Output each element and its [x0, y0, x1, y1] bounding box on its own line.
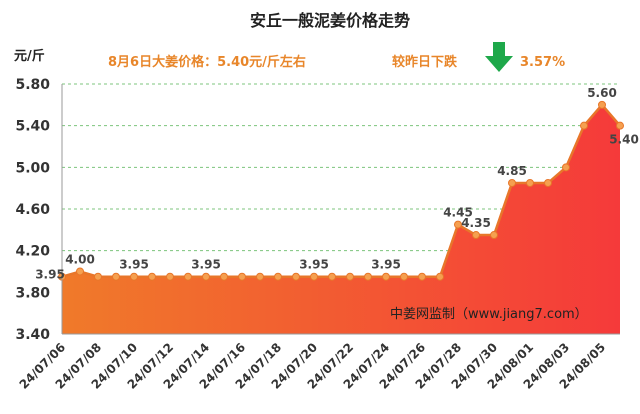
point [310, 272, 318, 281]
point [454, 220, 462, 229]
point [166, 272, 174, 281]
value-label: 5.40 [609, 133, 639, 147]
point [598, 100, 606, 109]
value-label: 4.00 [65, 253, 95, 267]
value-label: 4.35 [461, 216, 491, 230]
value-label: 3.95 [371, 258, 401, 272]
point [148, 272, 156, 281]
y-tick-label: 4.60 [15, 202, 50, 218]
annotation: 3.57% [520, 55, 565, 70]
y-axis-label: 元/斤 [14, 48, 45, 64]
point [490, 231, 498, 240]
point [112, 272, 120, 281]
chart-title: 安丘一般泥姜价格走势 [250, 11, 410, 30]
value-label: 5.60 [587, 86, 617, 100]
point [238, 272, 246, 281]
value-label: 3.95 [299, 258, 329, 272]
y-tick-label: 3.80 [15, 285, 50, 301]
annotation: 较昨日下跌 [392, 54, 458, 70]
point [616, 121, 624, 130]
point [76, 267, 84, 276]
point [436, 272, 444, 281]
y-tick-label: 5.40 [15, 119, 50, 135]
point [580, 121, 588, 130]
point [292, 272, 300, 281]
point [346, 272, 354, 281]
watermark: 中姜网监制（www.jiang7.com） [390, 307, 588, 322]
point [220, 272, 228, 281]
point [418, 272, 426, 281]
point [400, 272, 408, 281]
value-label: 3.95 [119, 258, 149, 272]
point [130, 272, 138, 281]
down-arrow [485, 42, 513, 72]
point [364, 272, 372, 281]
value-label: 4.45 [443, 206, 473, 220]
point [184, 272, 192, 281]
point [256, 272, 264, 281]
area [62, 104, 620, 334]
point [562, 163, 570, 172]
point [382, 272, 390, 281]
value-label: 3.95 [35, 268, 65, 282]
point [508, 178, 516, 187]
value-label: 4.85 [497, 164, 527, 178]
point [328, 272, 336, 281]
y-tick-label: 3.40 [15, 327, 50, 343]
value-label: 3.95 [191, 258, 221, 272]
point [94, 272, 102, 281]
point [544, 178, 552, 187]
y-tick-label: 4.20 [15, 244, 50, 260]
point [526, 178, 534, 187]
point [202, 272, 210, 281]
point [274, 272, 282, 281]
y-tick-label: 5.80 [15, 77, 50, 93]
point [472, 231, 480, 240]
y-tick-label: 5.00 [15, 160, 50, 176]
annotation: 8月6日大姜价格：5.40元/斤左右 [108, 54, 306, 70]
